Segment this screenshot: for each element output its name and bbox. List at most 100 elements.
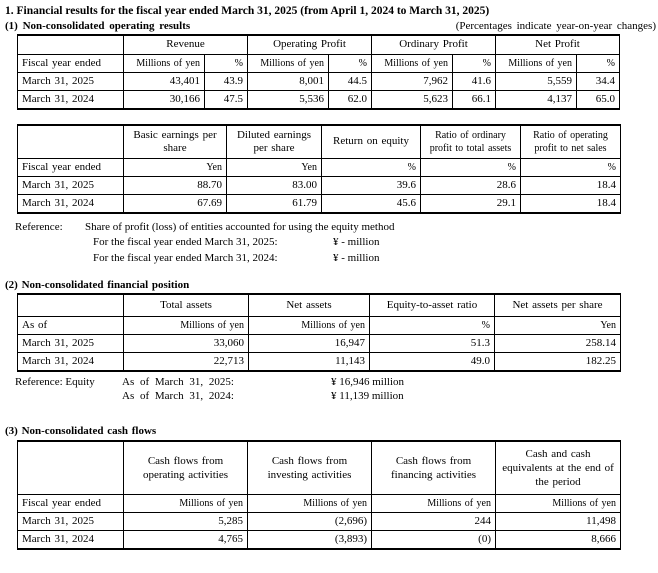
- unit-cell: %: [328, 53, 372, 73]
- column-header: Cash flows from operating activities: [123, 439, 248, 495]
- unit-cell: %: [369, 315, 495, 335]
- equity-method-reference: Reference: Share of profit (loss) of ent…: [15, 220, 656, 267]
- unit-cell: Millions of yen: [123, 53, 205, 73]
- column-header: Basic earnings per share: [123, 123, 227, 159]
- value-cell: 244: [371, 512, 496, 531]
- value-cell: 7,962: [371, 71, 453, 91]
- table-header-row: Total assets Net assets Equity-to-asset …: [17, 293, 621, 317]
- table-row: March 31, 2024 22,713 11,143 49.0 182.25: [17, 351, 621, 372]
- row-header: Fiscal year ended: [17, 494, 124, 513]
- unit-row: Fiscal year ended Yen Yen % % %: [17, 157, 621, 177]
- value-cell: 30,166: [123, 89, 205, 110]
- table-row: March 31, 2025 5,285 (2,696) 244 11,498: [17, 512, 621, 531]
- reference-text: As of March 31, 2025:: [122, 375, 234, 388]
- table-row: March 31, 2024 30,166 47.5 5,536 62.0 5,…: [17, 89, 620, 110]
- value-cell: 43.9: [204, 71, 248, 91]
- value-cell: 29.1: [420, 193, 521, 214]
- value-cell: 4,765: [123, 530, 248, 550]
- unit-cell: %: [204, 53, 248, 73]
- unit-cell: Yen: [494, 315, 621, 335]
- value-cell: 41.6: [452, 71, 496, 91]
- reference-label: Reference:: [15, 220, 63, 233]
- value-cell: 45.6: [321, 193, 421, 214]
- reference-text: As of March 31, 2024:: [122, 390, 234, 402]
- reference-text: For the fiscal year ended March 31, 2025…: [93, 236, 278, 248]
- value-cell: 33,060: [123, 333, 249, 353]
- row-header: Fiscal year ended: [17, 53, 124, 73]
- unit-cell: %: [520, 157, 621, 177]
- row-header: As of: [17, 315, 124, 335]
- table-header-row: Cash flows from operating activities Cas…: [17, 439, 621, 495]
- value-cell: 18.4: [520, 175, 621, 195]
- section-1-header-row: (1) Non-consolidated operating results (…: [5, 20, 656, 32]
- value-cell: 88.70: [123, 175, 227, 195]
- value-cell: 28.6: [420, 175, 521, 195]
- unit-cell: Yen: [123, 157, 227, 177]
- row-label: March 31, 2025: [17, 175, 124, 195]
- unit-row: Fiscal year ended Millions of yen % Mill…: [17, 53, 620, 73]
- value-cell: 5,559: [495, 71, 577, 91]
- unit-cell: Millions of yen: [247, 53, 329, 73]
- column-header: Return on equity: [321, 123, 421, 159]
- reference-value: ¥ 16,946 million: [331, 375, 405, 388]
- corner-cell: [17, 293, 124, 317]
- value-cell: 8,666: [495, 530, 621, 550]
- value-cell: 34.4: [576, 71, 620, 91]
- column-header: Cash and cash equivalents at the end of …: [495, 439, 621, 495]
- reference-line: For the fiscal year ended March 31, 2024…: [15, 251, 656, 267]
- row-header: Fiscal year ended: [17, 157, 124, 177]
- value-cell: 47.5: [204, 89, 248, 110]
- value-cell: 39.6: [321, 175, 421, 195]
- unit-cell: Millions of yen: [248, 315, 370, 335]
- column-header: Net assets: [248, 293, 370, 317]
- value-cell: 11,498: [495, 512, 621, 531]
- unit-cell: Millions of yen: [495, 494, 621, 513]
- value-cell: 49.0: [369, 351, 495, 372]
- table-row: March 31, 2025 43,401 43.9 8,001 44.5 7,…: [17, 71, 620, 91]
- unit-row: As of Millions of yen Millions of yen % …: [17, 315, 621, 335]
- reference-value: ¥ 11,139 million: [331, 390, 404, 402]
- row-label: March 31, 2024: [17, 530, 124, 550]
- reference-label: Reference: Equity: [15, 375, 95, 388]
- value-cell: 11,143: [248, 351, 370, 372]
- reference-text: For the fiscal year ended March 31, 2024…: [93, 251, 278, 264]
- equity-reference: Reference: Equity As of March 31, 2025: …: [15, 375, 656, 404]
- unit-cell: %: [576, 53, 620, 73]
- column-header: Ratio of operating profit to net sales: [520, 123, 621, 159]
- section-2-heading: (2) Non-consolidated financial position: [5, 279, 190, 291]
- table-row: March 31, 2024 4,765 (3,893) (0) 8,666: [17, 530, 621, 550]
- value-cell: 67.69: [123, 193, 227, 214]
- value-cell: 51.3: [369, 333, 495, 353]
- corner-cell: [17, 439, 124, 495]
- row-label: March 31, 2024: [17, 89, 124, 110]
- per-share-ratios-table: Basic earnings per share Diluted earning…: [17, 123, 621, 214]
- unit-cell: Yen: [226, 157, 322, 177]
- value-cell: (3,893): [247, 530, 372, 550]
- column-header: Cash flows from investing activities: [247, 439, 372, 495]
- unit-row: Fiscal year ended Millions of yen Millio…: [17, 494, 621, 513]
- percentages-note: (Percentages indicate year-on-year chang…: [455, 20, 656, 32]
- corner-cell: [17, 123, 124, 159]
- reference-line: Reference: Share of profit (loss) of ent…: [15, 220, 656, 236]
- unit-cell: Millions of yen: [495, 53, 577, 73]
- table-header-row: Basic earnings per share Diluted earning…: [17, 123, 621, 159]
- value-cell: 83.00: [226, 175, 322, 195]
- corner-cell: [17, 34, 124, 55]
- value-cell: 8,001: [247, 71, 329, 91]
- column-header: Ratio of ordinary profit to total assets: [420, 123, 521, 159]
- value-cell: 5,536: [247, 89, 329, 110]
- reference-line: Reference: Equity As of March 31, 2025: …: [15, 375, 656, 390]
- section-1-heading: (1) Non-consolidated operating results: [5, 20, 191, 32]
- column-header: Net assets per share: [494, 293, 621, 317]
- page-title: 1. Financial results for the fiscal year…: [5, 5, 490, 17]
- value-cell: (0): [371, 530, 496, 550]
- value-cell: 62.0: [328, 89, 372, 110]
- unit-cell: Millions of yen: [371, 494, 496, 513]
- table-header-row: Revenue Operating Profit Ordinary Profit…: [17, 34, 620, 55]
- reference-line: For the fiscal year ended March 31, 2025…: [15, 235, 656, 251]
- table-row: March 31, 2024 67.69 61.79 45.6 29.1 18.…: [17, 193, 621, 214]
- column-header: Cash flows from financing activities: [371, 439, 496, 495]
- row-label: March 31, 2025: [17, 333, 124, 353]
- table-row: March 31, 2025 33,060 16,947 51.3 258.14: [17, 333, 621, 353]
